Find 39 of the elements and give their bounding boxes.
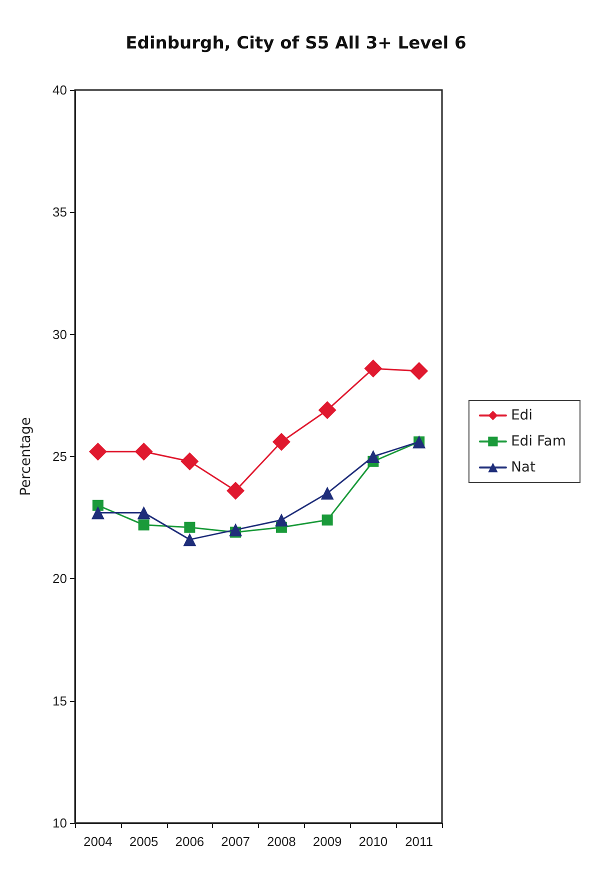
point (92, 500, 104, 511)
legend-label: Edi Fam (510, 434, 566, 450)
point (320, 486, 334, 500)
x-tick-label: 2008 (266, 834, 296, 849)
point (322, 514, 333, 526)
point (410, 362, 428, 380)
legend-label: Edi (510, 408, 533, 424)
y-tick-label: 30 (52, 326, 67, 342)
y-tick-label: 20 (52, 571, 67, 586)
point (88, 442, 107, 461)
point (366, 450, 380, 463)
point (91, 506, 104, 520)
point (226, 482, 245, 500)
x-tick-label: 2011 (405, 834, 434, 849)
y-tick-label: 15 (52, 693, 67, 708)
point (183, 533, 196, 546)
chart-title: Edinburgh, City of S5 All 3+ Level 6 (126, 34, 466, 54)
x-tick-label: 2007 (221, 834, 250, 849)
y-tick-label: 10 (52, 816, 67, 830)
point (272, 432, 290, 451)
legend-label: Nat (510, 460, 536, 476)
y-tick-label: 35 (52, 204, 67, 220)
point (184, 522, 196, 533)
y-tick-label: 25 (52, 449, 67, 464)
x-tick-label: 2004 (83, 834, 112, 849)
point (134, 442, 153, 461)
x-tick-label: 2009 (312, 834, 342, 849)
point (180, 452, 199, 470)
x-tick-label: 2005 (129, 834, 158, 849)
point (364, 360, 382, 378)
y-axis-title: Percentage (18, 417, 34, 496)
x-tick-label: 2006 (175, 834, 204, 849)
point (138, 519, 150, 530)
point (318, 401, 336, 420)
y-tick-label: 40 (52, 82, 67, 98)
x-tick-label: 2010 (358, 834, 388, 849)
point (274, 514, 288, 527)
point (229, 523, 242, 536)
point (137, 506, 150, 520)
